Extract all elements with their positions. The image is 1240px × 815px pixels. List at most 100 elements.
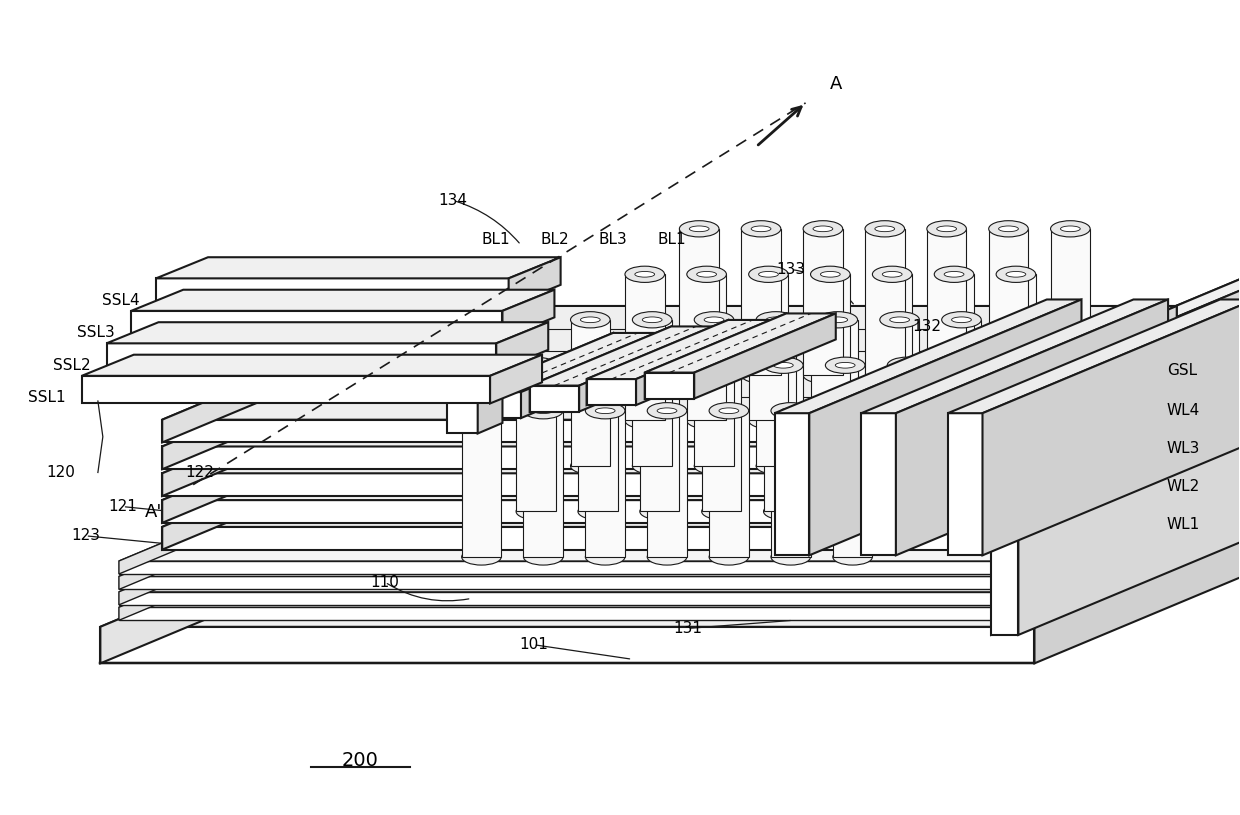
Polygon shape: [1009, 478, 1240, 605]
Polygon shape: [529, 385, 579, 412]
Polygon shape: [578, 365, 618, 512]
Polygon shape: [587, 320, 728, 405]
Polygon shape: [1034, 513, 1240, 663]
Polygon shape: [804, 229, 843, 375]
Ellipse shape: [570, 458, 610, 474]
Polygon shape: [162, 413, 434, 549]
Text: WL1: WL1: [1167, 517, 1200, 532]
Polygon shape: [119, 463, 391, 589]
Polygon shape: [694, 314, 836, 399]
Polygon shape: [119, 592, 1009, 605]
Text: BL1: BL1: [482, 231, 511, 247]
Polygon shape: [461, 411, 501, 557]
Ellipse shape: [873, 267, 911, 283]
Ellipse shape: [694, 458, 734, 474]
Polygon shape: [156, 279, 508, 306]
Ellipse shape: [811, 267, 851, 283]
Polygon shape: [516, 365, 556, 512]
Polygon shape: [636, 320, 777, 405]
Text: 133: 133: [776, 262, 805, 277]
Ellipse shape: [640, 504, 680, 520]
Ellipse shape: [697, 271, 717, 277]
Ellipse shape: [632, 458, 672, 474]
Polygon shape: [471, 333, 613, 418]
Polygon shape: [1009, 463, 1240, 589]
Ellipse shape: [941, 458, 981, 474]
Ellipse shape: [647, 403, 687, 419]
Polygon shape: [529, 327, 671, 412]
Polygon shape: [1003, 413, 1240, 549]
Ellipse shape: [766, 317, 786, 323]
Polygon shape: [991, 383, 1018, 635]
Ellipse shape: [585, 403, 625, 419]
Polygon shape: [107, 343, 496, 371]
Ellipse shape: [749, 412, 789, 429]
Ellipse shape: [580, 317, 600, 323]
Polygon shape: [585, 411, 625, 557]
Polygon shape: [888, 365, 926, 512]
Polygon shape: [702, 365, 742, 512]
Ellipse shape: [516, 504, 556, 520]
Ellipse shape: [712, 363, 732, 368]
Ellipse shape: [934, 412, 973, 429]
Ellipse shape: [880, 311, 919, 328]
Polygon shape: [119, 561, 1009, 574]
Ellipse shape: [826, 504, 866, 520]
Polygon shape: [694, 319, 734, 466]
Polygon shape: [415, 373, 508, 391]
Text: A': A': [145, 503, 162, 521]
Ellipse shape: [461, 548, 501, 565]
Ellipse shape: [625, 412, 665, 429]
Polygon shape: [929, 333, 1202, 469]
Polygon shape: [162, 474, 954, 496]
Ellipse shape: [570, 311, 610, 328]
Ellipse shape: [694, 311, 734, 328]
Ellipse shape: [843, 408, 863, 413]
Text: 101: 101: [520, 637, 548, 652]
Polygon shape: [873, 275, 911, 421]
Ellipse shape: [751, 226, 771, 231]
Polygon shape: [162, 306, 1177, 420]
Ellipse shape: [625, 267, 665, 283]
Polygon shape: [640, 365, 680, 512]
Polygon shape: [502, 289, 554, 338]
Text: SSL3: SSL3: [77, 325, 115, 341]
Ellipse shape: [936, 226, 956, 231]
Polygon shape: [119, 478, 391, 605]
Text: 110: 110: [371, 575, 399, 589]
Ellipse shape: [647, 548, 687, 565]
Ellipse shape: [680, 221, 719, 237]
Text: 123: 123: [71, 528, 100, 544]
Ellipse shape: [523, 403, 563, 419]
Text: SSL1: SSL1: [29, 390, 66, 405]
Polygon shape: [477, 366, 502, 434]
Polygon shape: [833, 411, 873, 557]
Polygon shape: [811, 275, 851, 421]
Text: GSL: GSL: [1167, 363, 1197, 378]
Polygon shape: [82, 355, 542, 376]
Ellipse shape: [941, 311, 981, 328]
Polygon shape: [947, 299, 1240, 413]
Polygon shape: [100, 513, 372, 663]
Polygon shape: [775, 299, 1081, 413]
Ellipse shape: [996, 267, 1035, 283]
Ellipse shape: [749, 267, 789, 283]
Polygon shape: [119, 447, 1240, 561]
Polygon shape: [100, 627, 1034, 663]
Polygon shape: [162, 386, 434, 523]
Polygon shape: [991, 270, 1240, 383]
Text: BL3: BL3: [598, 231, 627, 247]
Polygon shape: [570, 319, 610, 466]
Text: SSL2: SSL2: [53, 358, 91, 372]
Text: WL2: WL2: [1167, 478, 1200, 494]
Text: 121: 121: [108, 499, 138, 514]
Polygon shape: [162, 447, 929, 469]
Polygon shape: [100, 513, 1240, 627]
Ellipse shape: [650, 363, 670, 368]
Ellipse shape: [689, 226, 709, 231]
Ellipse shape: [680, 367, 719, 383]
Polygon shape: [131, 289, 554, 311]
Polygon shape: [645, 314, 836, 372]
Polygon shape: [119, 447, 391, 574]
Text: A: A: [831, 75, 843, 93]
